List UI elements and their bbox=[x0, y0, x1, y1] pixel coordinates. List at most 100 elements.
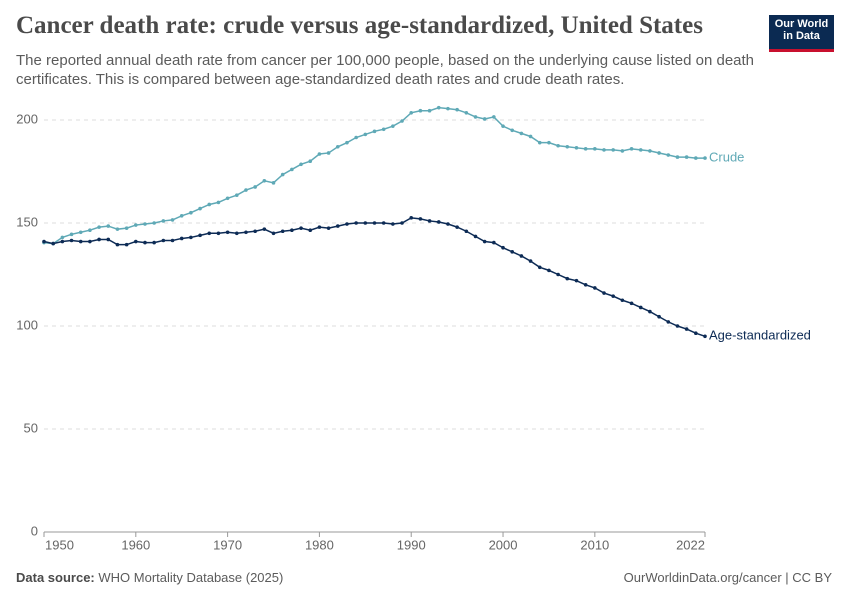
data-point bbox=[593, 286, 597, 290]
data-point bbox=[216, 231, 221, 236]
x-tick-label: 1990 bbox=[397, 537, 426, 552]
data-point bbox=[280, 172, 285, 177]
data-point bbox=[565, 144, 570, 149]
data-point bbox=[409, 110, 414, 115]
data-point bbox=[510, 128, 515, 133]
data-point bbox=[446, 222, 450, 226]
data-point bbox=[78, 239, 83, 244]
y-tick-label: 0 bbox=[31, 523, 38, 538]
data-point bbox=[207, 202, 212, 207]
footer-link[interactable]: OurWorldinData.org/cancer | CC BY bbox=[623, 570, 832, 585]
data-point bbox=[78, 230, 83, 235]
x-tick-label: 1970 bbox=[213, 537, 242, 552]
data-point bbox=[583, 147, 588, 151]
data-point bbox=[583, 283, 588, 287]
data-point bbox=[510, 250, 515, 254]
data-point bbox=[657, 314, 661, 319]
data-point bbox=[308, 228, 313, 233]
data-point bbox=[482, 239, 487, 244]
y-tick-label: 50 bbox=[24, 420, 38, 435]
data-point bbox=[161, 219, 166, 223]
source-label: Data source: bbox=[16, 570, 95, 585]
data-point bbox=[519, 254, 524, 258]
data-point bbox=[638, 148, 643, 152]
data-point bbox=[703, 334, 707, 339]
data-point bbox=[262, 227, 267, 231]
data-point bbox=[547, 140, 551, 145]
source: Data source: WHO Mortality Database (202… bbox=[16, 570, 283, 585]
data-point bbox=[317, 225, 322, 229]
x-tick-label: 1950 bbox=[45, 537, 74, 552]
data-point bbox=[593, 147, 597, 151]
data-point bbox=[134, 239, 138, 244]
data-point bbox=[216, 200, 221, 205]
data-point bbox=[97, 225, 101, 229]
data-point bbox=[152, 221, 156, 225]
data-point bbox=[648, 149, 652, 153]
data-point bbox=[198, 206, 202, 211]
data-point bbox=[427, 108, 432, 113]
data-point bbox=[427, 219, 432, 223]
data-point bbox=[684, 155, 689, 159]
data-point bbox=[694, 156, 698, 160]
x-tick-label: 2022 bbox=[676, 537, 705, 552]
data-point bbox=[60, 235, 65, 240]
data-point bbox=[391, 222, 395, 226]
data-point bbox=[280, 229, 285, 234]
data-point bbox=[602, 148, 606, 152]
data-point bbox=[492, 240, 496, 245]
data-point bbox=[657, 151, 661, 155]
data-point bbox=[464, 229, 469, 234]
data-point bbox=[207, 231, 212, 236]
data-point bbox=[602, 291, 606, 295]
data-point bbox=[666, 320, 671, 324]
data-point bbox=[189, 235, 193, 240]
data-point bbox=[354, 221, 358, 225]
logo-line: in Data bbox=[783, 30, 820, 42]
data-point bbox=[409, 216, 414, 220]
data-point bbox=[528, 134, 533, 139]
data-point bbox=[629, 147, 634, 151]
data-point bbox=[473, 115, 478, 119]
data-point bbox=[473, 234, 478, 239]
data-point bbox=[703, 156, 707, 160]
data-point bbox=[501, 245, 505, 250]
logo[interactable]: Our World in Data bbox=[769, 15, 834, 52]
data-point bbox=[143, 222, 147, 226]
x-tick-label: 2010 bbox=[580, 537, 609, 552]
y-tick-label: 200 bbox=[16, 111, 38, 126]
data-point bbox=[436, 220, 441, 224]
data-point bbox=[179, 213, 184, 218]
data-point bbox=[436, 105, 441, 110]
data-point bbox=[115, 242, 120, 247]
data-point bbox=[88, 239, 92, 244]
data-point bbox=[225, 196, 230, 201]
data-point bbox=[253, 229, 257, 234]
data-point bbox=[418, 217, 423, 221]
data-point bbox=[326, 226, 331, 230]
data-point bbox=[42, 239, 46, 244]
data-point bbox=[381, 221, 386, 225]
data-point bbox=[354, 135, 358, 140]
data-point bbox=[290, 228, 294, 233]
data-point bbox=[455, 225, 459, 229]
data-point bbox=[179, 236, 184, 241]
data-point bbox=[234, 231, 239, 236]
data-point bbox=[629, 301, 634, 306]
data-point bbox=[620, 149, 625, 153]
source-text: WHO Mortality Database (2025) bbox=[98, 570, 284, 585]
data-point bbox=[234, 193, 239, 197]
chart-subtitle: The reported annual death rate from canc… bbox=[16, 52, 755, 88]
data-point bbox=[372, 129, 377, 134]
data-point bbox=[666, 153, 671, 157]
data-point bbox=[537, 265, 542, 270]
data-point bbox=[372, 221, 377, 225]
data-point bbox=[381, 127, 386, 132]
data-point bbox=[271, 231, 276, 236]
data-point bbox=[335, 144, 340, 149]
series-label: Crude bbox=[709, 150, 744, 165]
x-tick-label: 2000 bbox=[489, 537, 518, 552]
data-point bbox=[574, 278, 579, 283]
x-tick-label: 1960 bbox=[121, 537, 150, 552]
